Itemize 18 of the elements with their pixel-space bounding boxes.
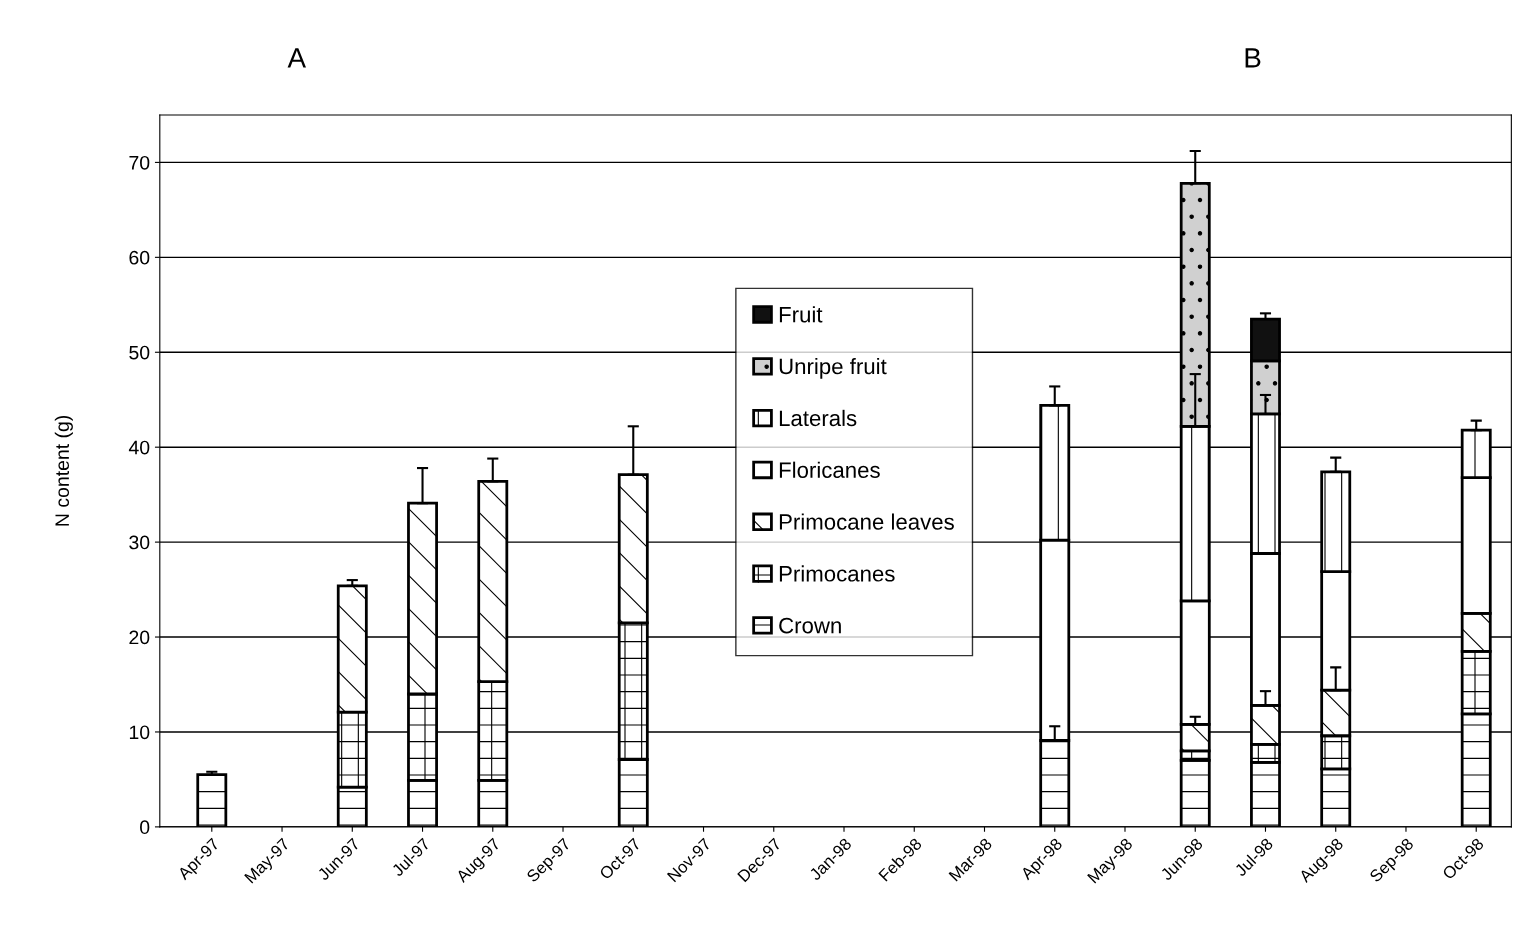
y-axis-title: N content (g): [54, 415, 73, 526]
y-tick-label: 30: [129, 535, 150, 550]
y-tick-label: 0: [140, 820, 150, 835]
legend-label: Primocanes: [779, 565, 895, 582]
text: B: [1245, 48, 1261, 68]
legend-label: Floricanes: [779, 461, 880, 478]
y-tick-label: 70: [129, 155, 150, 170]
legend-label: Laterals: [779, 409, 857, 427]
legend-label: Primocane leaves: [779, 513, 954, 530]
y-tick-label: 60: [129, 250, 150, 265]
y-tick-label: 20: [129, 630, 150, 645]
legend-label: Fruit: [779, 306, 823, 323]
y-tick-label: 40: [128, 440, 150, 455]
y-tick-label: 10: [129, 725, 150, 740]
legend-label: Crown: [779, 617, 841, 634]
legend-label: Unripe fruit: [779, 357, 887, 379]
text: A: [287, 48, 306, 68]
y-tick-label: 50: [129, 345, 150, 360]
